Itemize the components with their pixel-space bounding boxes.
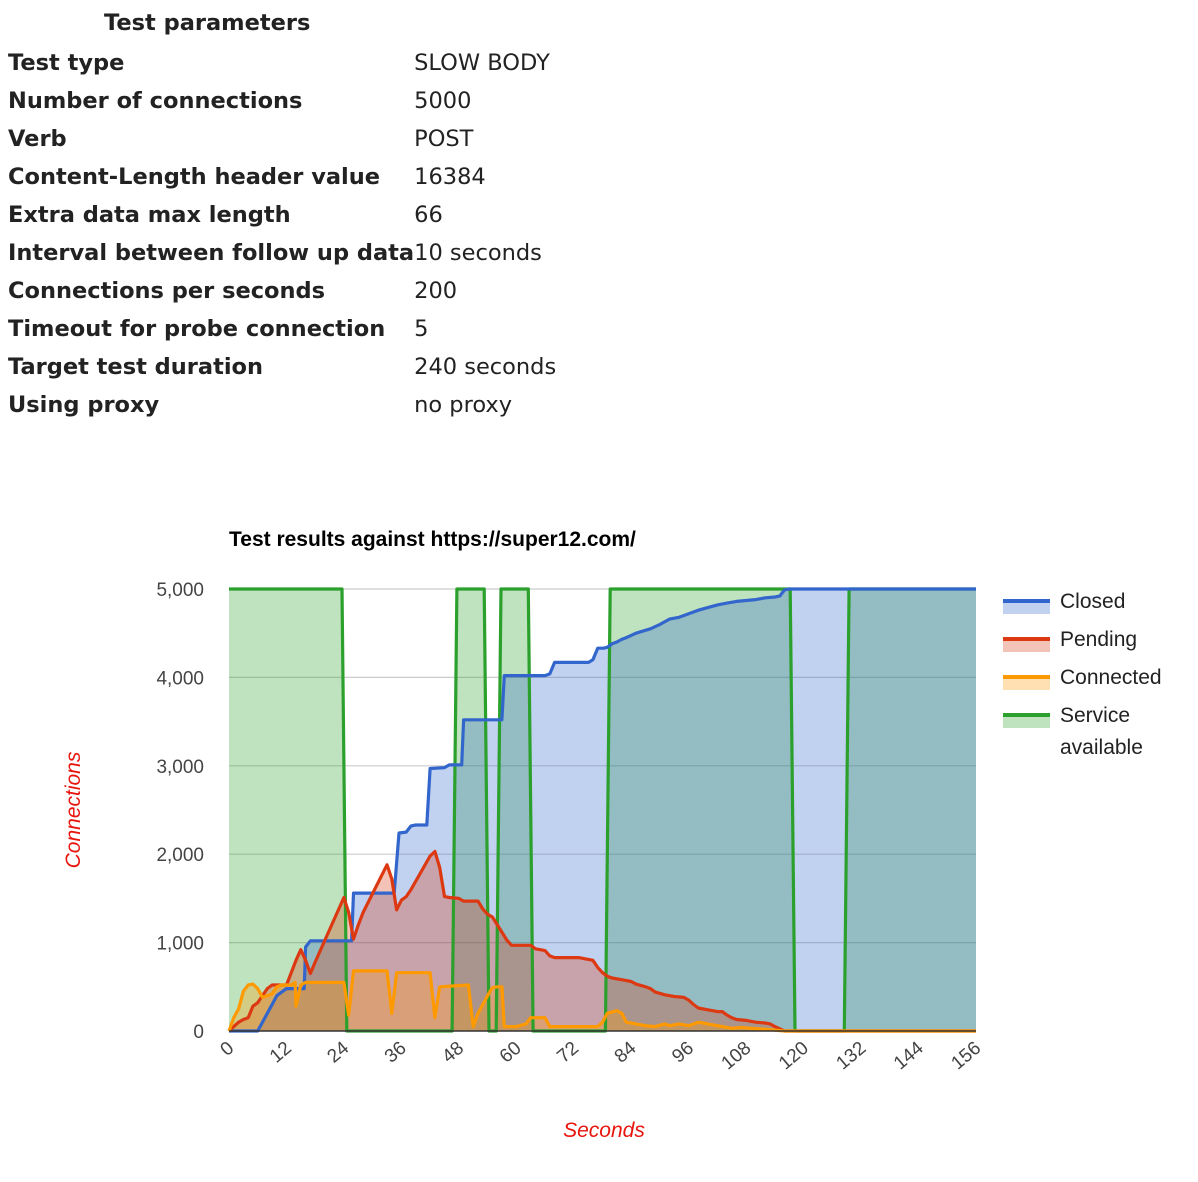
series-line-pending [227, 849, 976, 1033]
legend-swatch-fill [1003, 677, 1050, 690]
x-tick-label: 132 [833, 1038, 871, 1074]
parameter-key: Target test duration [8, 354, 264, 380]
y-tick-label: 0 [193, 1022, 204, 1043]
x-tick-label: 108 [718, 1038, 756, 1074]
parameter-value: 200 [414, 278, 458, 304]
x-tick-label: 36 [381, 1038, 411, 1068]
parameter-value: no proxy [414, 392, 513, 418]
series-line-connected [227, 969, 976, 1033]
parameter-value: SLOW BODY [414, 50, 550, 76]
parameter-key: Number of connections [8, 88, 303, 114]
x-tick-label: 72 [553, 1038, 583, 1068]
x-tick-label: 12 [266, 1038, 296, 1068]
parameter-key: Using proxy [8, 392, 160, 418]
parameter-key: Interval between follow up data [8, 240, 415, 266]
x-tick-label: 96 [668, 1038, 698, 1068]
parameter-key: Timeout for probe connection [8, 316, 386, 342]
x-tick-label: 60 [496, 1038, 526, 1068]
series-line-closed [229, 587, 976, 1033]
test-parameters: Test parameters Test type SLOW BODY Number… [8, 8, 556, 424]
chart-title: Test results against https://super12.com… [229, 528, 636, 551]
parameter-key: Test type [8, 50, 125, 76]
parameter-value: 240 seconds [414, 354, 557, 380]
x-tick-label: 48 [438, 1038, 468, 1068]
parameter-row: Content-Length header value 16384 [8, 158, 556, 196]
legend-label: Connected [1060, 666, 1162, 689]
parameter-row: Timeout for probe connection 5 [8, 310, 556, 348]
legend-label: Service [1060, 704, 1130, 727]
parameter-row: Extra data max length 66 [8, 196, 556, 234]
parameter-row: Test type SLOW BODY [8, 44, 556, 82]
parameter-row: Verb POST [8, 120, 556, 158]
y-tick-label: 4,000 [156, 668, 204, 689]
legend-swatch-fill [1003, 601, 1050, 614]
parameter-row: Using proxy no proxy [8, 386, 556, 424]
series-area-service-available [229, 589, 976, 1031]
parameter-key: Content-Length header value [8, 164, 381, 190]
parameter-key: Connections per seconds [8, 278, 326, 304]
x-tick-label: 84 [611, 1037, 641, 1067]
y-tick-label: 3,000 [156, 757, 204, 778]
parameter-value: 66 [414, 202, 443, 228]
x-tick-label: 120 [775, 1038, 813, 1074]
legend-swatch-fill [1003, 715, 1050, 728]
y-tick-label: 2,000 [156, 845, 204, 866]
y-axis-title: Connections [62, 751, 85, 868]
x-tick-label: 0 [217, 1038, 239, 1061]
x-tick-label: 24 [323, 1037, 353, 1067]
legend-label: Closed [1060, 590, 1125, 613]
parameter-row: Connections per seconds 200 [8, 272, 556, 310]
parameters-heading: Test parameters [104, 10, 311, 36]
parameters-table: Test parameters Test type SLOW BODY Number… [8, 8, 556, 424]
parameter-value: 5 [414, 316, 429, 342]
legend-label: Pending [1060, 628, 1137, 651]
series-area-connected [229, 970, 976, 1031]
parameter-row: Number of connections 5000 [8, 82, 556, 120]
parameter-key: Extra data max length [8, 202, 291, 228]
parameter-value: 5000 [414, 88, 472, 114]
parameter-value: 16384 [414, 164, 486, 190]
parameter-value: POST [414, 126, 474, 152]
x-tick-label: 156 [947, 1038, 985, 1074]
y-tick-label: 1,000 [156, 934, 204, 955]
x-axis-title: Seconds [563, 1119, 645, 1142]
legend-swatch-fill [1003, 639, 1050, 652]
y-tick-label: 5,000 [156, 580, 204, 601]
parameter-value: 10 seconds [414, 240, 542, 266]
parameter-key: Verb [8, 126, 67, 152]
series-area-closed [229, 589, 976, 1031]
legend-label: available [1060, 736, 1143, 759]
series-area-pending [229, 851, 976, 1031]
x-tick-label: 144 [890, 1037, 928, 1074]
parameter-row: Target test duration 240 seconds [8, 348, 556, 386]
parameter-row: Interval between follow up data 10 second… [8, 234, 556, 272]
